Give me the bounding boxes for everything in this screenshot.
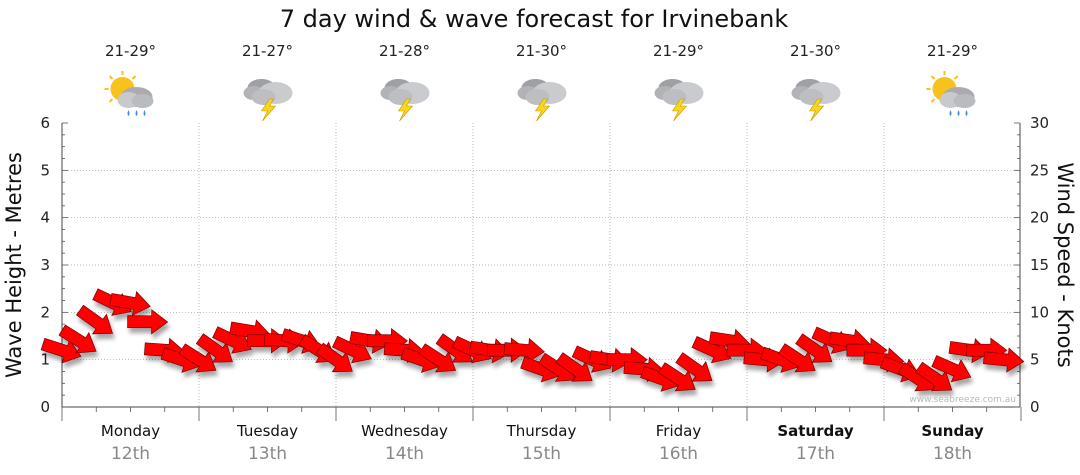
left-tick-label: 5 — [40, 161, 50, 179]
day-name: Tuesday — [236, 422, 298, 440]
wind-arrow — [178, 343, 217, 373]
day-header: 21-29° — [103, 42, 156, 117]
wind-arrow — [315, 342, 353, 373]
wind-arrow — [983, 347, 1025, 373]
day-date: 13th — [248, 444, 287, 464]
left-tick-label: 6 — [40, 114, 50, 132]
wind-arrow — [503, 337, 545, 364]
sun-cloud-rain-icon — [103, 70, 155, 117]
day-date: 14th — [385, 444, 424, 464]
storm-cloud-icon — [791, 78, 841, 122]
wind-arrow — [40, 337, 82, 364]
storm-cloud-icon — [654, 78, 704, 122]
wind-arrow — [109, 290, 151, 317]
wind-arrow — [915, 361, 953, 392]
wind-speed-series — [40, 288, 1025, 392]
temperature-range: 21-29° — [105, 42, 156, 60]
wind-arrow — [58, 324, 97, 354]
storm-cloud-icon — [380, 78, 430, 122]
chart-title: 7 day wind & wave forecast for Irvineban… — [280, 5, 789, 33]
temperature-range: 21-30° — [790, 42, 841, 60]
temperature-range: 21-27° — [242, 42, 293, 60]
day-date: 16th — [659, 444, 698, 464]
right-axis-ticks: 0 5 10 15 20 25 30 — [1030, 114, 1049, 416]
storm-cloud-icon — [243, 78, 293, 122]
day-date: 15th — [522, 444, 561, 464]
wind-arrow — [777, 343, 816, 373]
storm-cloud-icon — [517, 78, 567, 122]
temperature-range: 21-29° — [927, 42, 978, 60]
left-tick-label: 1 — [40, 351, 50, 369]
watermark: www.seabreeze.com.au — [909, 395, 1016, 405]
right-tick-label: 0 — [1030, 398, 1040, 416]
day-name: Saturday — [777, 422, 854, 440]
day-name: Wednesday — [361, 422, 448, 440]
temperature-range: 21-28° — [379, 42, 430, 60]
day-name: Friday — [656, 422, 702, 440]
left-tick-label: 2 — [40, 303, 50, 321]
wind-arrow — [795, 333, 833, 363]
sun-cloud-rain-icon — [925, 70, 977, 117]
left-tick-label: 4 — [40, 209, 50, 227]
right-tick-label: 10 — [1030, 303, 1049, 321]
day-header: 21-28° — [379, 42, 430, 122]
right-tick-label: 20 — [1030, 209, 1049, 227]
wind-arrow — [657, 362, 696, 392]
right-tick-label: 15 — [1030, 256, 1049, 274]
day-name: Sunday — [921, 422, 984, 440]
day-header: 21-27° — [242, 42, 293, 122]
day-date: 17th — [796, 444, 835, 464]
day-name: Monday — [101, 422, 160, 440]
left-axis-ticks: 0 1 2 3 4 5 6 — [40, 114, 50, 416]
day-name: Thursday — [506, 422, 577, 440]
wind-arrow — [195, 333, 233, 363]
right-axis-label: Wind Speed - Knots — [1053, 162, 1077, 367]
temperature-range: 21-29° — [653, 42, 704, 60]
left-axis-label: Wave Height - Metres — [2, 152, 26, 378]
day-header: 21-30° — [516, 42, 567, 122]
day-date: 12th — [111, 444, 150, 464]
day-labels: Monday 12th Tuesday 13th Wednesday 14th Thursd… — [101, 422, 984, 464]
wind-arrow — [555, 352, 593, 382]
left-tick-label: 3 — [40, 256, 50, 274]
wind-arrow — [418, 343, 457, 373]
wind-arrow — [931, 355, 972, 383]
wind-arrow — [675, 352, 713, 382]
right-tick-label: 25 — [1030, 161, 1049, 179]
day-date: 18th — [933, 444, 972, 464]
wind-arrow — [75, 304, 114, 335]
right-tick-label: 5 — [1030, 351, 1040, 369]
day-header: 21-29° — [653, 42, 704, 122]
temperature-range: 21-30° — [516, 42, 567, 60]
wind-arrow — [127, 309, 169, 335]
day-header: 21-29° — [925, 42, 978, 117]
left-tick-label: 0 — [40, 398, 50, 416]
day-headers: 21-29° 21-27° 21-28° 21-30° 21-29° 21-30° 21-2… — [103, 42, 978, 122]
day-header: 21-30° — [790, 42, 841, 122]
right-tick-label: 30 — [1030, 114, 1049, 132]
